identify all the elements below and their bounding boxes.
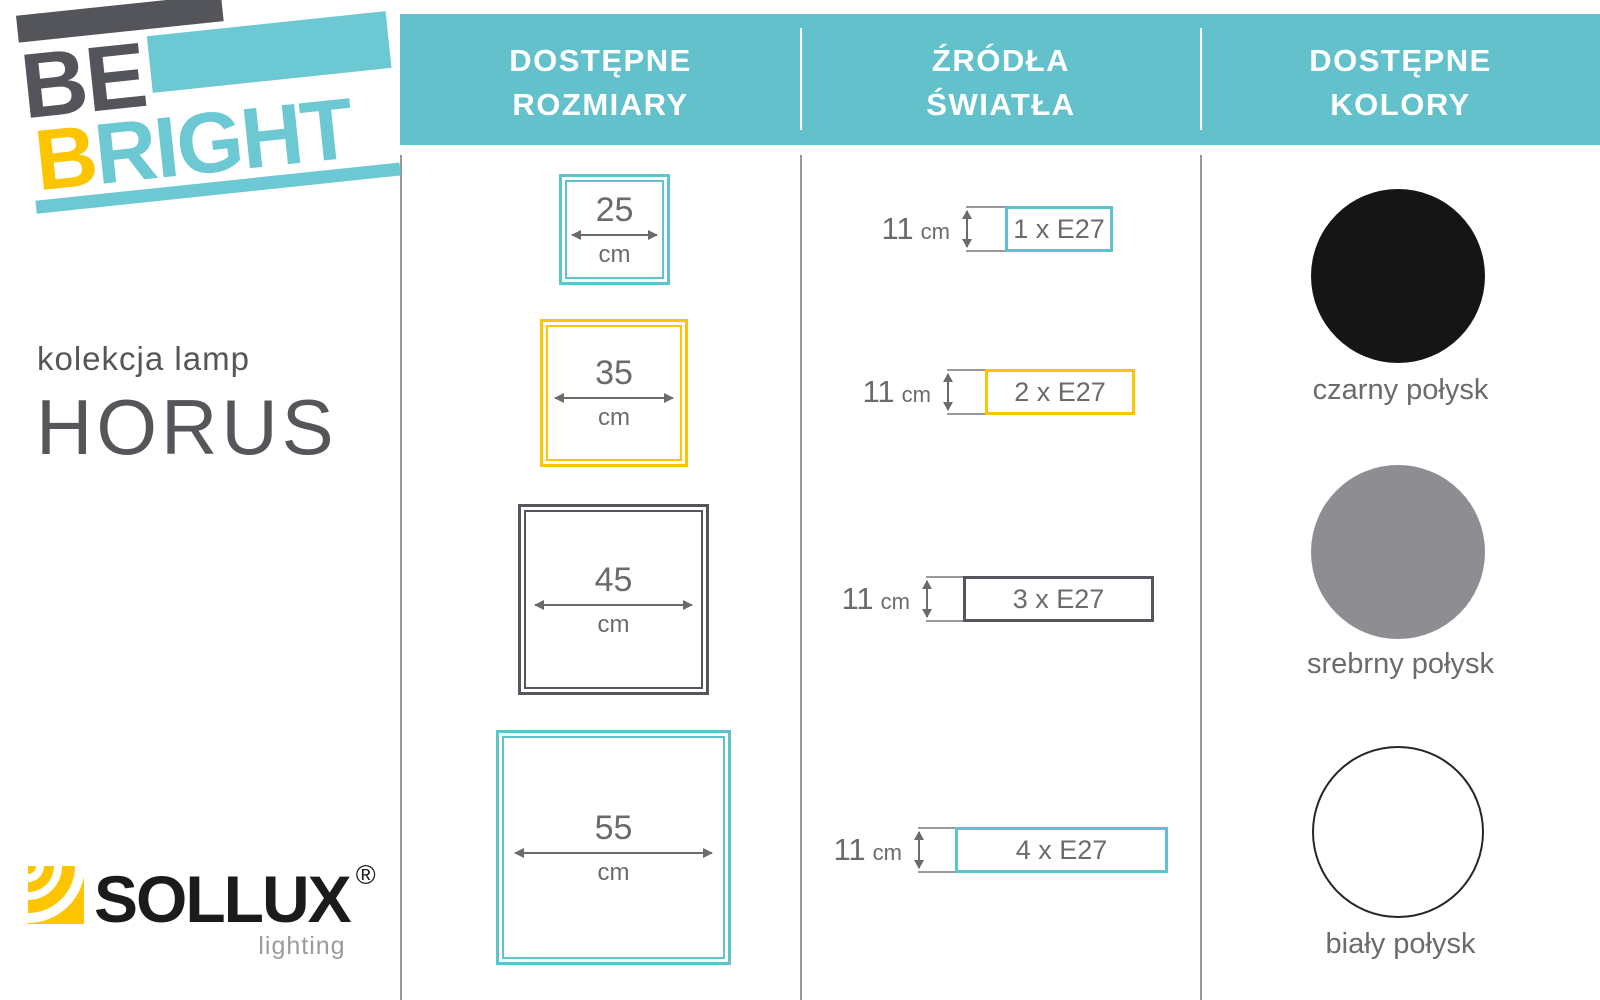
width-arrow-icon xyxy=(570,229,658,240)
height-label: 11 cm xyxy=(833,832,902,867)
size-square-inner-frame xyxy=(502,736,725,959)
sollux-subtitle: lighting xyxy=(258,932,346,960)
width-arrow-icon xyxy=(553,393,675,403)
color-swatch-black xyxy=(1311,189,1485,363)
size-value: 25 xyxy=(595,190,634,229)
size-value: 55 xyxy=(594,808,633,847)
width-arrow-icon xyxy=(513,847,714,858)
height-bracket xyxy=(943,369,985,415)
header-col-light: ŹRÓDŁA ŚWIATŁA xyxy=(801,14,1201,145)
size-unit: cm xyxy=(597,610,630,638)
header-sizes-line1: DOSTĘPNE xyxy=(509,42,692,78)
header-colors-line1: DOSTĘPNE xyxy=(1309,42,1492,78)
bulb-count-box: 2 x E27 xyxy=(985,369,1135,415)
header-divider xyxy=(800,28,802,130)
size-square-inner-frame xyxy=(546,325,682,461)
sollux-logo: SOLLUX ® lighting xyxy=(28,862,376,961)
size-square-55: 55 cm xyxy=(496,730,731,965)
bulb-count-box: 3 x E27 xyxy=(963,576,1154,622)
width-arrow-icon xyxy=(533,599,693,610)
sollux-name: SOLLUX xyxy=(94,862,352,936)
column-separator xyxy=(1200,155,1202,1000)
height-label: 11 cm xyxy=(862,374,931,409)
bulb-count-box: 1 x E27 xyxy=(1005,206,1113,252)
header-light-line1: ŹRÓDŁA xyxy=(931,42,1071,78)
height-arrow-icon xyxy=(943,373,953,411)
header-col-sizes: DOSTĘPNE ROZMIARY xyxy=(400,14,801,145)
color-label-black: czarny połysk xyxy=(1312,374,1489,406)
size-square-35: 35 cm xyxy=(540,319,688,467)
size-unit: cm xyxy=(598,240,631,268)
header-colors-line2: KOLORY xyxy=(1330,86,1471,122)
size-value: 35 xyxy=(595,354,633,392)
column-separator xyxy=(800,155,802,1000)
sollux-wordmark: SOLLUX ® lighting xyxy=(94,862,376,961)
height-bracket xyxy=(914,827,955,873)
light-source-row-3: 11 cm 3 x E27 xyxy=(841,576,1154,622)
height-label: 11 cm xyxy=(881,211,950,246)
header-col-colors: DOSTĘPNE KOLORY xyxy=(1201,14,1600,145)
header-light-line2: ŚWIATŁA xyxy=(926,86,1076,122)
light-source-row-1: 11 cm 1 x E27 xyxy=(881,206,1113,252)
be-bright-logo: BE BRIGHT xyxy=(14,0,409,220)
header-bar: DOSTĘPNE ROZMIARY ŹRÓDŁA ŚWIATŁA DOSTĘPN… xyxy=(400,14,1600,145)
header-sizes-line2: ROZMIARY xyxy=(512,86,689,122)
height-arrow-icon xyxy=(914,831,924,869)
color-swatch-white xyxy=(1312,746,1484,918)
bulb-count-box: 4 x E27 xyxy=(955,827,1168,873)
size-unit: cm xyxy=(598,404,630,431)
height-arrow-icon xyxy=(922,580,932,618)
header-divider xyxy=(1200,28,1202,130)
size-square-inner-frame xyxy=(565,180,664,279)
light-source-row-2: 11 cm 2 x E27 xyxy=(862,369,1135,415)
light-source-row-4: 11 cm 4 x E27 xyxy=(833,827,1168,873)
size-square-inner-frame xyxy=(524,510,703,689)
height-bracket xyxy=(922,576,963,622)
sollux-sun-icon xyxy=(28,866,84,924)
color-label-white: biały połysk xyxy=(1325,928,1476,960)
column-separator xyxy=(400,155,402,1000)
height-label: 11 cm xyxy=(841,581,910,616)
size-unit: cm xyxy=(597,858,630,886)
registered-trademark-icon: ® xyxy=(355,860,376,890)
collection-label: kolekcja lamp xyxy=(37,340,250,377)
height-bracket xyxy=(962,206,1005,252)
size-square-45: 45 cm xyxy=(518,504,709,695)
collection-name: HORUS xyxy=(36,383,338,471)
size-value: 45 xyxy=(594,560,633,599)
size-square-25: 25 cm xyxy=(559,174,670,285)
color-swatch-silver xyxy=(1311,465,1485,639)
color-label-silver: srebrny połysk xyxy=(1307,648,1494,680)
height-arrow-icon xyxy=(962,210,972,248)
